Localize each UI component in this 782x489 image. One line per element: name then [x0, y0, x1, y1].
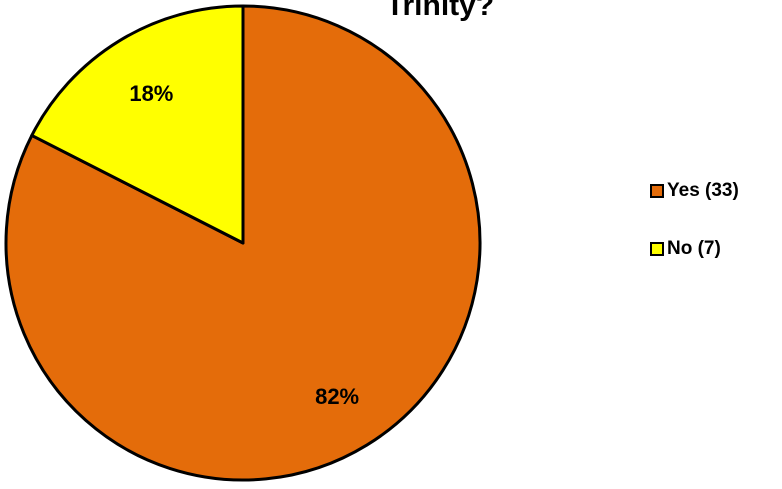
legend-item-no: No (7): [650, 234, 782, 264]
chart-title: Trinity?: [385, 0, 495, 22]
pie-label-yes: 82%: [315, 384, 359, 409]
legend-label-no: No (7): [667, 238, 721, 259]
pie-slice-labels: 82% 18%: [129, 81, 359, 409]
pie-slices: [4, 4, 482, 482]
legend-label-yes: Yes (33): [667, 180, 739, 201]
pie-label-no: 18%: [129, 81, 173, 106]
legend-swatch-no: [650, 242, 664, 256]
legend-swatch-yes: [650, 184, 664, 198]
legend-item-yes: Yes (33): [650, 176, 782, 206]
legend: Yes (33) No (7): [650, 176, 782, 292]
pie-slice-no: [30, 4, 245, 245]
